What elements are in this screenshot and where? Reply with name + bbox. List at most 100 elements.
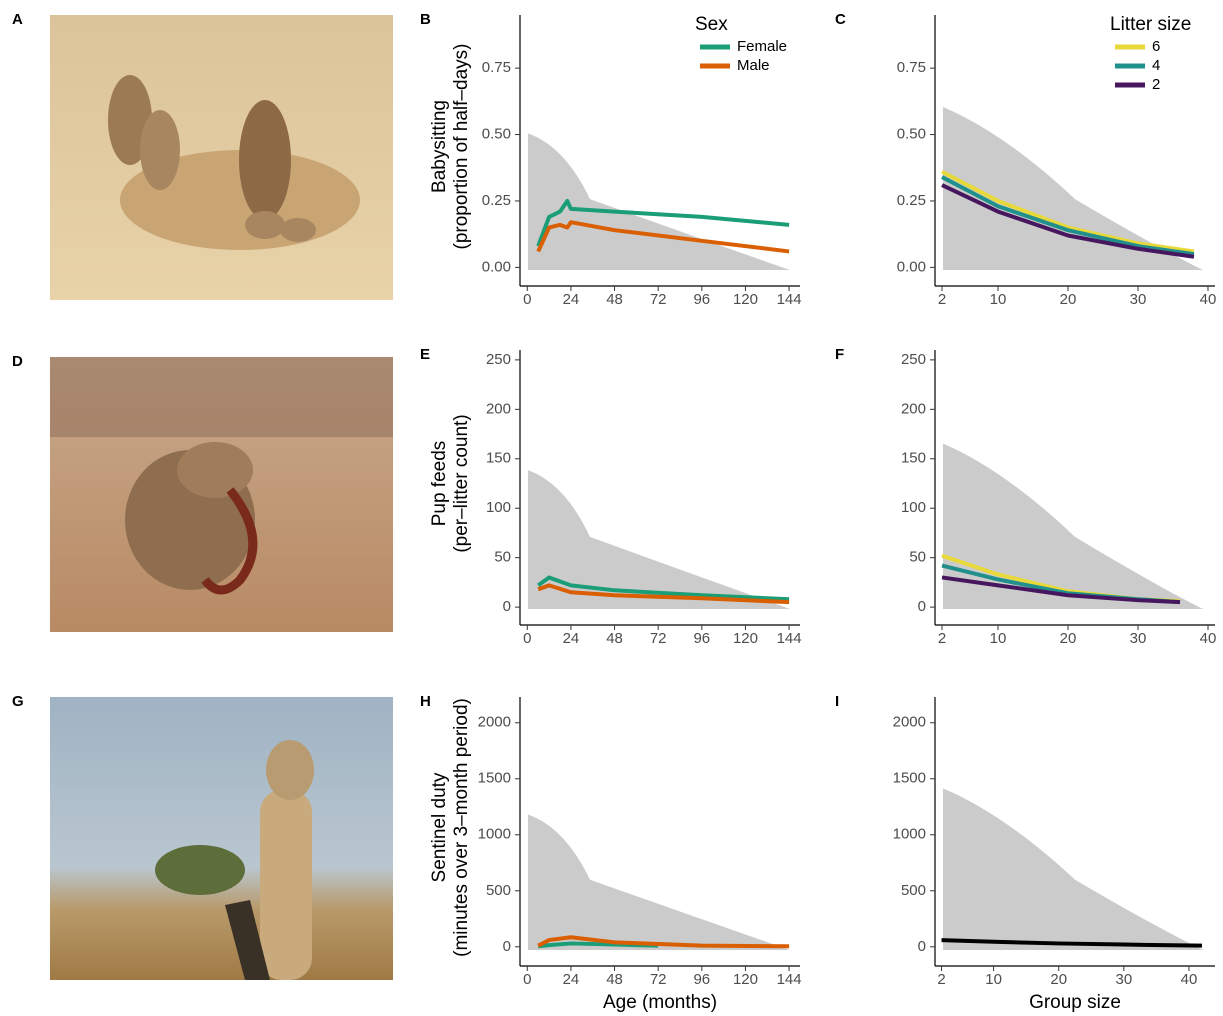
y-tick-label: 0.00 [482,258,511,275]
point-cloud [943,788,1203,950]
x-tick-label: 144 [777,971,802,988]
x-tick-label: 0 [523,291,531,308]
x-tick-label: 20 [1060,630,1077,647]
series-line [536,198,790,247]
y-tick-label: 500 [901,882,926,899]
y-tick-label: 1500 [893,770,926,787]
legend-title: Sex [695,14,728,35]
x-tick-label: 24 [563,630,580,647]
x-tick-label: 0 [523,630,531,647]
x-tick-label: 0 [523,971,531,988]
legend-label: Male [737,57,770,74]
y-tick-label: 250 [901,351,926,368]
y-tick-label: 0.00 [897,258,926,275]
x-tick-label: 24 [563,971,580,988]
x-axis-title: Age (months) [603,992,717,1013]
photo-d [50,357,393,632]
legend-label: Female [737,38,787,55]
y-tick-label: 1000 [893,826,926,843]
chart: E 0 50 100 150 200 250 0 24 48 72 96 120 144 Pup feeds… [420,346,802,647]
series-line [941,169,1195,254]
y-tick-label: 50 [909,549,926,566]
series-line [941,938,1203,948]
x-tick-label: 40 [1181,971,1198,988]
point-cloud [528,814,790,950]
x-tick-label: 144 [777,630,802,647]
y-tick-label: 1000 [478,826,511,843]
x-tick-label: 40 [1200,630,1217,647]
y-tick-label: 0 [503,938,511,955]
legend-label: 6 [1152,38,1160,55]
photo-a [50,15,393,300]
x-tick-label: 40 [1200,291,1217,308]
legend-label: 4 [1152,57,1160,74]
point-cloud [528,470,790,609]
x-tick-label: 2 [938,291,946,308]
y-tick-label: 200 [901,400,926,417]
y-tick-label: 1500 [478,770,511,787]
series-line [536,220,790,254]
x-tick-label: 48 [606,630,623,647]
y-axis-title: (per–litter count) [451,414,472,552]
x-tick-label: 144 [777,291,802,308]
panel-label: F [835,346,844,363]
x-tick-label: 120 [733,291,758,308]
y-axis-title: Pup feeds [429,441,450,527]
y-tick-label: 2000 [893,714,926,731]
y-tick-label: 0 [918,938,926,955]
x-tick-label: 24 [563,291,580,308]
series-line [941,175,1195,257]
y-tick-label: 100 [486,499,511,516]
legend-title: Litter size [1110,14,1191,35]
x-tick-label: 72 [650,971,667,988]
y-tick-label: 0.75 [482,59,511,76]
y-axis-title: (minutes over 3–month period) [451,698,472,957]
point-cloud [528,133,790,270]
x-axis-title: Group size [1029,992,1121,1013]
chart: I 0 500 1000 1500 2000 2 10 20 30 40 Group size [835,693,1215,1013]
y-tick-label: 50 [494,549,511,566]
y-tick-label: 0 [918,598,926,615]
series-line [537,935,790,949]
x-tick-label: 10 [990,291,1007,308]
panel-label: G [12,693,24,710]
series-line [537,575,790,602]
y-tick-label: 250 [486,351,511,368]
x-tick-label: 96 [693,630,710,647]
x-tick-label: 2 [938,630,946,647]
chart: C 0.00 0.25 0.50 0.75 2 10 20 30 40 Litter size 6 4 2 [835,11,1216,308]
panel-label: C [835,11,846,28]
y-tick-label: 150 [486,450,511,467]
chart: B 0.00 0.25 0.50 0.75 0 24 48 72 96 120 144 Babysitt… [420,11,802,308]
x-tick-label: 10 [985,971,1002,988]
y-tick-label: 0 [503,598,511,615]
x-tick-label: 48 [606,291,623,308]
point-cloud [943,443,1203,609]
series-line [537,583,790,605]
x-tick-label: 48 [606,971,623,988]
panel-label: I [835,693,839,710]
x-tick-label: 96 [693,291,710,308]
y-tick-label: 200 [486,400,511,417]
panel-label: B [420,11,431,28]
y-tick-label: 150 [901,450,926,467]
y-tick-label: 0.25 [897,192,926,209]
x-tick-label: 30 [1130,630,1147,647]
chart: F 0 50 100 150 200 250 2 10 20 30 40 [835,346,1216,647]
series-line [941,575,1181,605]
x-tick-label: 10 [990,630,1007,647]
x-tick-label: 2 [937,971,945,988]
series-line [537,941,659,949]
x-tick-label: 30 [1130,291,1147,308]
series-line [941,183,1195,259]
y-tick-label: 0.25 [482,192,511,209]
x-tick-label: 120 [733,630,758,647]
panel-label: H [420,693,431,710]
panel-label: D [12,353,23,370]
x-tick-label: 72 [650,291,667,308]
y-axis-title: Sentinel duty [429,772,450,882]
x-tick-label: 20 [1050,971,1067,988]
y-tick-label: 2000 [478,714,511,731]
